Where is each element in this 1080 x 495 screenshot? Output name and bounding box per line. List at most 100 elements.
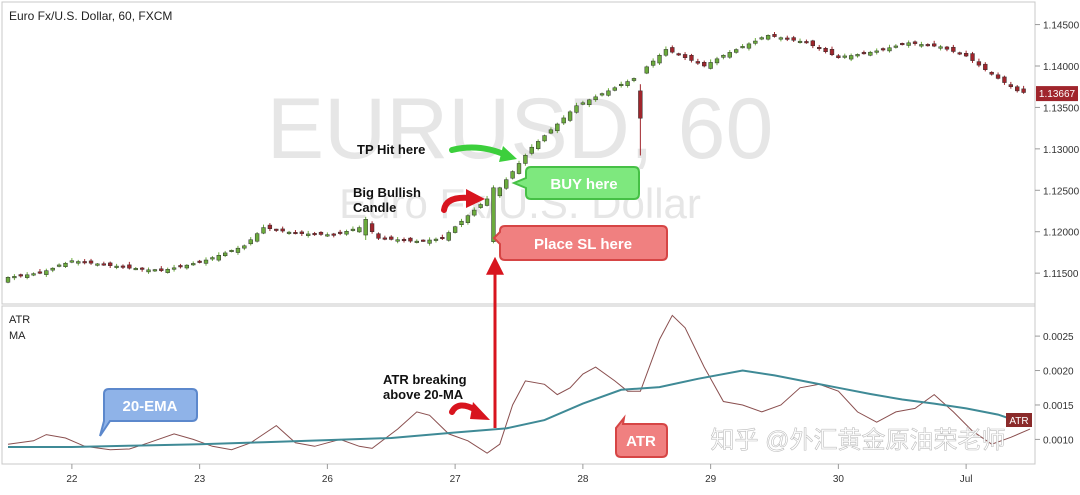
candle-bull: [625, 81, 630, 86]
place-sl-callout: Place SL here: [492, 225, 668, 261]
date-tick-label: 22: [66, 474, 78, 485]
candle-bull: [5, 277, 11, 283]
site-watermark: 知乎 @外汇黄金原油荣老师: [710, 427, 1005, 454]
candle-bull: [504, 179, 509, 189]
candle-bear: [817, 47, 822, 50]
candle-bear: [280, 228, 285, 232]
candle-bull: [529, 146, 534, 154]
candle-bull: [465, 215, 471, 223]
candle-bear: [369, 223, 375, 232]
chart-title: Euro Fx/U.S. Dollar, 60, FXCM: [9, 9, 172, 23]
price-tick-label: 1.12000: [1043, 228, 1080, 239]
candle-bear: [159, 268, 164, 271]
candle-bull: [574, 105, 579, 113]
candle-bull: [191, 263, 196, 266]
candle-bull: [797, 40, 803, 43]
candle-bear: [274, 228, 279, 231]
candle-bear: [299, 231, 304, 234]
candle-bull: [152, 269, 158, 272]
candle-bull: [619, 83, 624, 86]
date-tick-label: 27: [450, 474, 462, 485]
candle-bull: [114, 265, 119, 268]
candle-bull: [663, 49, 669, 56]
candle-bull: [599, 93, 605, 96]
candle-bear: [772, 34, 777, 37]
candle-bull: [868, 51, 873, 56]
candle-bull: [69, 260, 75, 263]
candle-bull: [242, 245, 247, 249]
candle-bull: [235, 247, 241, 253]
candle-bull: [24, 274, 30, 278]
price-tick-label: 1.14000: [1043, 62, 1080, 73]
date-axis-ticks: 22 23 26 27 28 29 30 Jul: [66, 464, 973, 485]
date-tick-label: Jul: [960, 474, 973, 485]
candle-bull: [778, 37, 784, 40]
candle-bear: [440, 237, 445, 240]
candle-bull: [395, 239, 400, 242]
candle-bull: [516, 163, 522, 174]
candle-bull: [893, 45, 899, 48]
candle-bear: [337, 231, 343, 234]
last-price-label: 1.13667: [1039, 89, 1076, 100]
ema-callout-label: 20-EMA: [122, 398, 177, 415]
candle-bull: [567, 111, 573, 121]
candle-bear: [702, 61, 707, 67]
atr-breaking-label-line1: ATR breaking: [383, 372, 467, 387]
candle-bear: [689, 54, 694, 61]
candle-bear: [912, 41, 918, 44]
candle-bear: [408, 237, 413, 242]
date-tick-label: 29: [705, 474, 717, 485]
tp-hit-label: TP Hit here: [357, 142, 425, 157]
candle-bull: [606, 90, 611, 96]
candle-bear: [880, 48, 886, 51]
candle-bear: [18, 274, 23, 277]
candle-bear: [682, 54, 688, 58]
candle-bull: [31, 273, 36, 276]
atr-callout-label: ATR: [626, 433, 656, 450]
candle-bull: [165, 269, 170, 273]
candle-bear: [1008, 84, 1014, 87]
candle-bear: [957, 52, 962, 55]
candle-bear: [951, 46, 956, 52]
atr-tick-label: 0.0025: [1043, 332, 1074, 343]
candle-bull: [286, 231, 292, 234]
candle-bull: [325, 234, 330, 237]
candle-bull: [63, 262, 68, 267]
atr-axis-tag: ATR: [1006, 413, 1032, 427]
candle-bull: [210, 257, 215, 260]
watermark-symbol: EURUSD, 60: [267, 81, 774, 177]
candle-bull: [306, 233, 311, 236]
candle-bull: [344, 231, 349, 235]
candle-bull: [184, 264, 190, 269]
candle-bull: [261, 227, 266, 234]
candle-bull: [497, 187, 503, 197]
candle-bear: [970, 53, 975, 61]
watermark-description: Euro Fx/U.S. Dollar: [339, 180, 701, 227]
candle-bull: [95, 263, 100, 266]
price-tick-label: 1.12500: [1043, 186, 1080, 197]
candle-bear: [1015, 86, 1020, 92]
candle-bear: [900, 43, 905, 46]
candle-bull: [363, 219, 368, 236]
candle-bull: [887, 47, 892, 52]
candle-bear: [989, 71, 994, 75]
candle-bull: [452, 226, 458, 233]
price-tick-label: 1.14500: [1043, 21, 1080, 32]
candle-bull: [254, 233, 260, 242]
candle-bear: [293, 232, 298, 235]
candle-bear: [331, 233, 336, 236]
atr-tick-label: 0.0010: [1043, 435, 1074, 446]
candle-bull: [491, 187, 496, 242]
candle-bull: [644, 66, 649, 74]
atr-callout: ATR: [615, 414, 668, 458]
candle-bull: [759, 37, 764, 40]
candle-bull: [593, 96, 598, 101]
candle-bull: [938, 46, 943, 49]
candle-bull: [555, 123, 560, 132]
candle-bear: [861, 52, 867, 55]
atr-axis-tag-label: ATR: [1009, 416, 1028, 427]
candle-bear: [267, 224, 273, 229]
candle-bear: [836, 55, 841, 58]
candle-bear: [810, 40, 815, 47]
candle-bear: [932, 43, 937, 47]
